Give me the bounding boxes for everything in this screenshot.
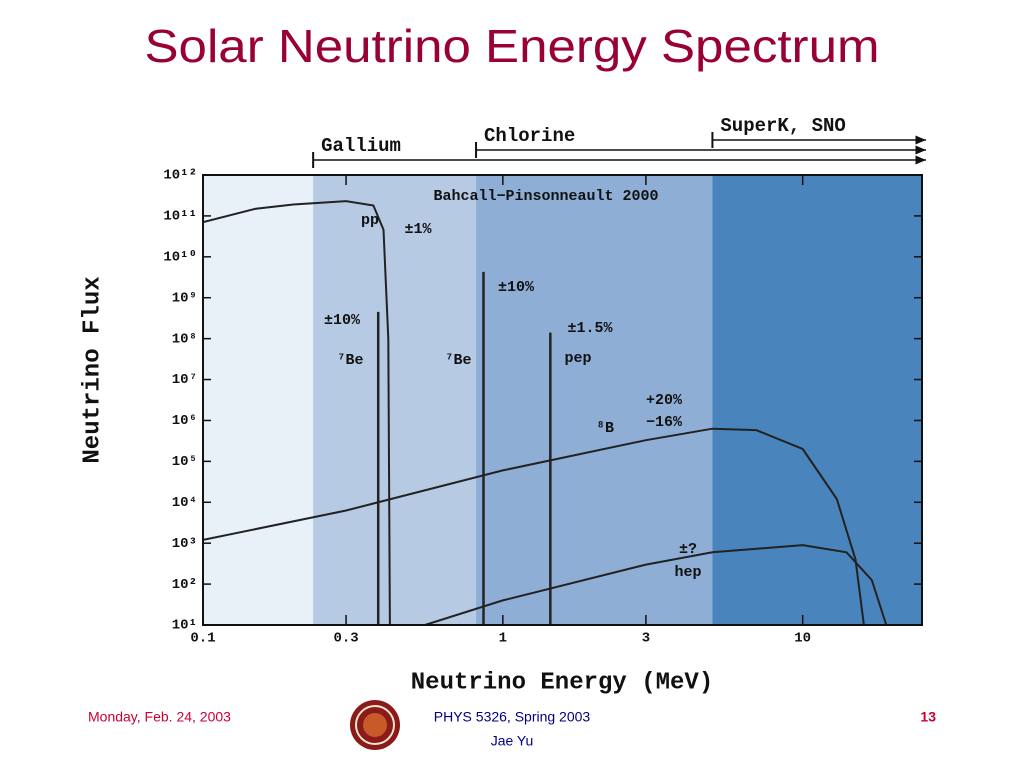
uncertainty-label: −16% <box>646 414 683 431</box>
curve-label: hep <box>674 564 701 581</box>
y-tick-label: 10⁶ <box>172 413 197 429</box>
university-logo <box>350 700 400 750</box>
y-tick-label: 10⁸ <box>172 331 197 347</box>
footer-author: Jae Yu <box>491 733 534 749</box>
uncertainty-label: ±? <box>679 541 697 558</box>
y-tick-label: 10¹⁰ <box>163 250 197 266</box>
y-axis-label: Neutrino Flux <box>79 276 106 463</box>
spectrum-curve <box>424 544 888 625</box>
footer-date: Monday, Feb. 24, 2003 <box>88 709 231 725</box>
detector-region <box>476 175 713 625</box>
y-tick-label: 10¹² <box>163 168 197 184</box>
uncertainty-label: ±10% <box>498 279 535 296</box>
x-tick-label: 1 <box>499 631 507 647</box>
curve-label: pp <box>361 212 379 229</box>
y-tick-label: 10⁷ <box>172 372 197 388</box>
spectrum-curve <box>203 200 391 625</box>
x-tick-label: 0.3 <box>333 631 358 647</box>
uncertainty-label: ±1% <box>404 221 432 238</box>
plot-frame <box>202 174 923 626</box>
region-label: SuperK, SNO <box>720 115 845 137</box>
x-tick-label: 0.1 <box>190 631 215 647</box>
x-tick-label: 3 <box>642 631 650 647</box>
model-annotation: Bahcall−Pinsonneault 2000 <box>433 188 658 205</box>
y-tick-label: 10³ <box>172 536 197 552</box>
logo-center <box>363 713 387 737</box>
uncertainty-label: ±1.5% <box>567 320 613 337</box>
line-label: pep <box>564 350 591 367</box>
curve-label: ⁸B <box>596 420 614 437</box>
y-tick-label: 10⁵ <box>172 454 197 470</box>
slide-title: Solar Neutrino Energy Spectrum <box>145 20 880 72</box>
spectrum-curve <box>203 427 865 625</box>
uncertainty-label: ±10% <box>324 312 361 329</box>
y-tick-label: 10⁴ <box>172 495 197 511</box>
region-label: Gallium <box>321 135 401 157</box>
curves <box>203 200 888 625</box>
y-tick-label: 10² <box>172 577 197 593</box>
footer-page: 13 <box>920 709 936 725</box>
detector-region <box>712 175 922 625</box>
y-tick-label: 10¹ <box>172 618 197 634</box>
x-axis-label: Neutrino Energy (MeV) <box>411 669 713 696</box>
y-tick-label: 10¹¹ <box>163 209 197 225</box>
uncertainty-label: +20% <box>646 392 683 409</box>
footer-course: PHYS 5326, Spring 2003 <box>434 709 591 725</box>
detector-region <box>313 175 477 625</box>
logo-ring <box>355 705 395 745</box>
line-label: ⁷Be <box>444 352 471 369</box>
region-label: Chlorine <box>484 125 575 147</box>
line-label: ⁷Be <box>336 352 363 369</box>
y-tick-label: 10⁹ <box>172 290 197 306</box>
x-tick-label: 10 <box>794 631 811 647</box>
